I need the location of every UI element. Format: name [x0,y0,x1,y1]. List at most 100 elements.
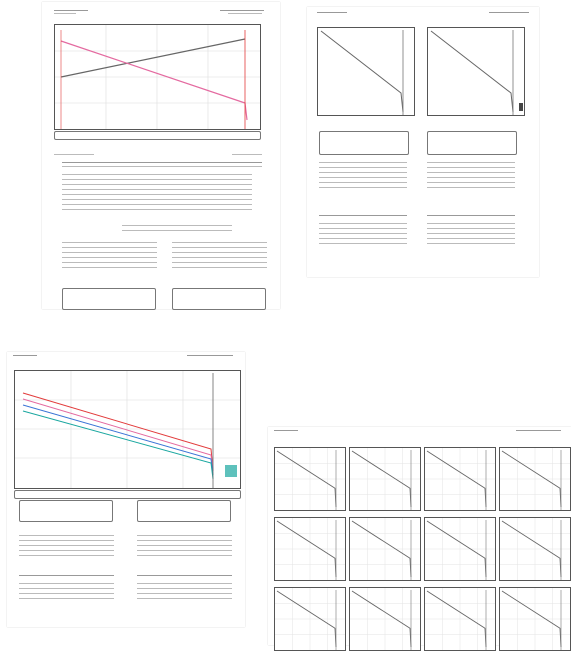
table-row [19,598,114,599]
table-row [62,257,157,258]
header-line [54,13,76,14]
info-box-right [427,131,517,155]
table-row [137,593,232,594]
table-row [427,228,515,229]
table-row [19,588,114,589]
mini-plot-curve [276,590,337,648]
table-row [427,172,515,173]
mini-plot-curve [501,590,562,648]
table-row [427,162,515,163]
table-row [319,162,407,163]
mini-plot [424,587,496,651]
page-4-twelve-grid [268,427,571,651]
table-row [122,225,232,226]
table-row [172,252,267,253]
table-row [427,177,515,178]
header-line [317,12,347,13]
table-row [427,238,515,239]
curve-plot-left [317,27,415,116]
table-row [319,243,407,244]
table-header [427,215,515,216]
table-header [19,575,114,576]
header-line [13,355,37,356]
table-row [19,545,114,546]
table-row [319,172,407,173]
plot-legend-box [54,131,261,140]
table-row [319,167,407,168]
mini-plot-curve [426,450,487,508]
table-row [427,223,515,224]
table-row [172,242,267,243]
mini-plot-curve [501,450,562,508]
info-box-left [319,131,409,155]
header-line [54,10,88,11]
table-row [19,550,114,551]
mini-plot [349,517,421,581]
table-title [54,154,94,155]
table-row [319,228,407,229]
page-3-multi-curve [7,352,245,627]
mini-plot [499,447,571,511]
table-row [172,267,267,268]
header-line [220,10,264,11]
table-row [172,262,267,263]
page-2-dual-curve [307,7,539,277]
info-box-left [62,288,156,310]
table-row [137,555,232,556]
mini-plot [499,587,571,651]
table-row [137,598,232,599]
table-row [137,540,232,541]
table-row [427,187,515,188]
dark-curve [60,38,246,78]
mini-plot-curve [426,590,487,648]
table-row [319,238,407,239]
table-row [137,550,232,551]
table-header [319,215,407,216]
mini-plot [274,587,346,651]
mini-plot-curve [276,520,337,578]
table-row [62,174,252,175]
header-line [228,13,262,14]
table-row [137,588,232,589]
main-plot [54,24,261,130]
mini-plot [424,447,496,511]
mini-plot-curve [351,590,412,648]
table-row [137,583,232,584]
table-row [62,247,157,248]
mini-plot-curve [501,520,562,578]
table-header [62,162,262,163]
header-line [274,430,298,431]
table-row [122,230,232,231]
multi-curve-plot [14,370,241,489]
table-title [232,154,262,155]
table-row [62,199,252,200]
table-row [172,257,267,258]
mini-plot [274,517,346,581]
table-row [62,204,252,205]
table-row [427,182,515,183]
info-box-right [137,500,231,522]
table-row [19,555,114,556]
table-row [427,233,515,234]
pink-curve [60,40,248,121]
header-line [516,430,561,431]
table-row [62,179,252,180]
table-row [62,267,157,268]
table-row [319,182,407,183]
mini-plot [274,447,346,511]
mini-plot [349,587,421,651]
info-box-left [19,500,113,522]
table-header [137,575,232,576]
mini-plot-curve [426,520,487,578]
table-row [427,243,515,244]
table-row [62,209,252,210]
table-row [19,593,114,594]
table-row [427,167,515,168]
page-1-well-analysis [42,2,280,310]
mini-plot [349,447,421,511]
mini-plot-curve [351,520,412,578]
table-row [19,535,114,536]
table-row [137,535,232,536]
table-header [62,166,262,167]
info-box-right [172,288,266,310]
